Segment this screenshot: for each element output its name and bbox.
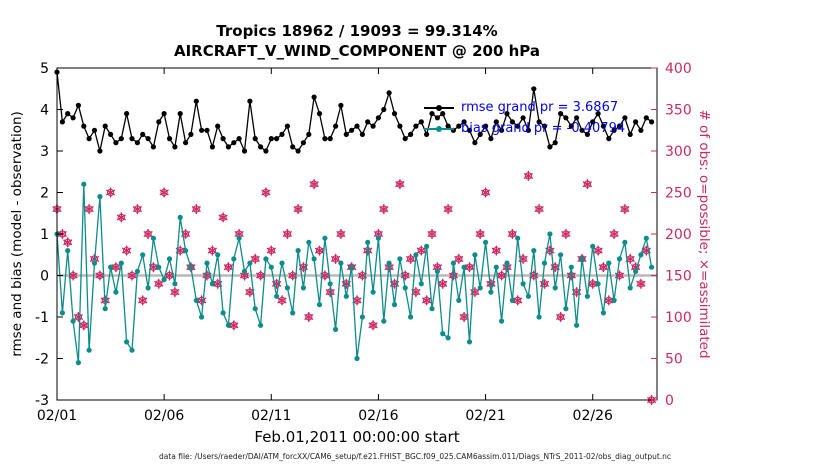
svg-text:100: 100	[665, 310, 692, 326]
svg-text:02/11: 02/11	[251, 408, 291, 424]
svg-text:02/06: 02/06	[144, 408, 184, 424]
svg-text:400: 400	[665, 61, 692, 77]
legend-label-bias: bias grand pr = -0.40794	[461, 121, 626, 136]
right-y-axis-label: # of obs: o=possible; ×=assimilated	[696, 109, 712, 359]
legend-row-rmse: rmse grand pr = 3.6867	[424, 100, 625, 115]
bias-line-swatch	[424, 125, 454, 132]
svg-text:1: 1	[40, 227, 49, 243]
x-axis-label: Feb.01,2011 00:00:00 start	[254, 428, 460, 446]
svg-text:300: 300	[665, 144, 692, 160]
svg-text:02/21: 02/21	[465, 408, 505, 424]
svg-text:2: 2	[40, 186, 49, 202]
legend: rmse grand pr = 3.6867 bias grand pr = -…	[424, 100, 625, 136]
svg-text:350: 350	[665, 103, 692, 119]
data-file-caption: data file: /Users/raeder/DAI/ATM_forcXX/…	[158, 452, 672, 461]
svg-text:5: 5	[40, 61, 49, 77]
legend-row-bias: bias grand pr = -0.40794	[424, 121, 625, 136]
svg-text:200: 200	[665, 227, 692, 243]
rmse-line-swatch	[424, 104, 454, 111]
svg-text:0: 0	[40, 269, 49, 285]
svg-text:3: 3	[40, 144, 49, 160]
svg-text:02/16: 02/16	[358, 408, 398, 424]
svg-text:4: 4	[40, 103, 49, 119]
svg-text:150: 150	[665, 269, 692, 285]
svg-text:250: 250	[665, 186, 692, 202]
svg-text:-1: -1	[35, 310, 49, 326]
chart-title: Tropics 18962 / 19093 = 99.314%	[216, 22, 498, 40]
svg-text:02/01: 02/01	[37, 408, 77, 424]
chart-subtitle: AIRCRAFT_V_WIND_COMPONENT @ 200 hPa	[173, 42, 540, 60]
svg-text:0: 0	[665, 393, 674, 409]
svg-text:50: 50	[665, 352, 683, 368]
svg-text:-2: -2	[35, 352, 49, 368]
svg-text:-3: -3	[35, 393, 49, 409]
svg-text:02/26: 02/26	[573, 408, 613, 424]
left-y-axis-label: rmse and bias (model - observation)	[9, 111, 25, 357]
legend-label-rmse: rmse grand pr = 3.6867	[461, 100, 619, 115]
